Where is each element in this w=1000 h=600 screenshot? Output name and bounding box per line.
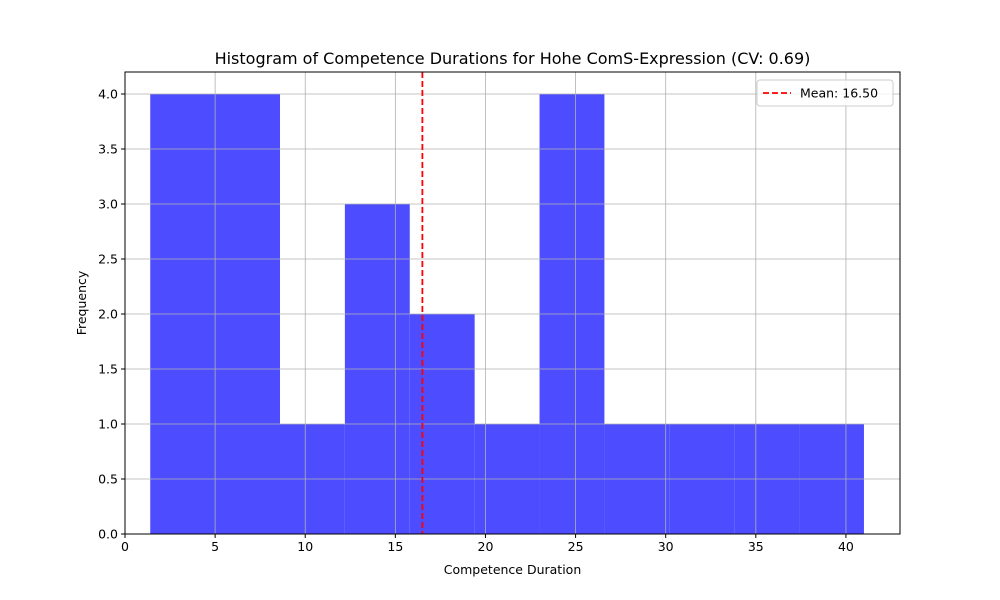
y-tick-label-4: 2.0: [98, 307, 118, 322]
x-tick-label-3: 15: [387, 539, 403, 554]
chart-title: Histogram of Competence Durations for Ho…: [215, 49, 811, 68]
x-tick-label-6: 30: [658, 539, 674, 554]
x-tick-label-8: 40: [838, 539, 854, 554]
y-tick-label-2: 1.0: [98, 417, 118, 432]
legend-box: [756, 79, 894, 107]
y-tick-label-6: 3.0: [98, 197, 118, 212]
x-tick-label-4: 20: [478, 539, 494, 554]
y-tick-label-5: 2.5: [98, 252, 118, 267]
y-axis-label: Frequency: [74, 270, 89, 335]
x-tick-label-5: 25: [568, 539, 584, 554]
y-tick-label-0: 0.0: [98, 527, 118, 542]
x-tick-label-2: 10: [297, 539, 313, 554]
plot-frame: [124, 71, 901, 535]
y-tick-label-3: 1.5: [98, 362, 118, 377]
x-tick-label-0: 0: [121, 539, 129, 554]
legend-mean-label: Mean: 16.50: [800, 86, 878, 101]
legend: Mean: 16.50: [756, 79, 894, 107]
x-tick-label-7: 35: [748, 539, 764, 554]
y-tick-label-1: 0.5: [98, 472, 118, 487]
y-tick-label-7: 3.5: [98, 142, 118, 157]
x-axis-label: Competence Duration: [444, 562, 582, 577]
y-tick-label-8: 4.0: [98, 87, 118, 102]
axis-ticks: 0 5 10 15 20 25 30 35 40 0.0 0.5 1.0 1.5 2.0 2.5 3.0 3.5…: [98, 87, 854, 555]
x-tick-label-1: 5: [211, 539, 219, 554]
